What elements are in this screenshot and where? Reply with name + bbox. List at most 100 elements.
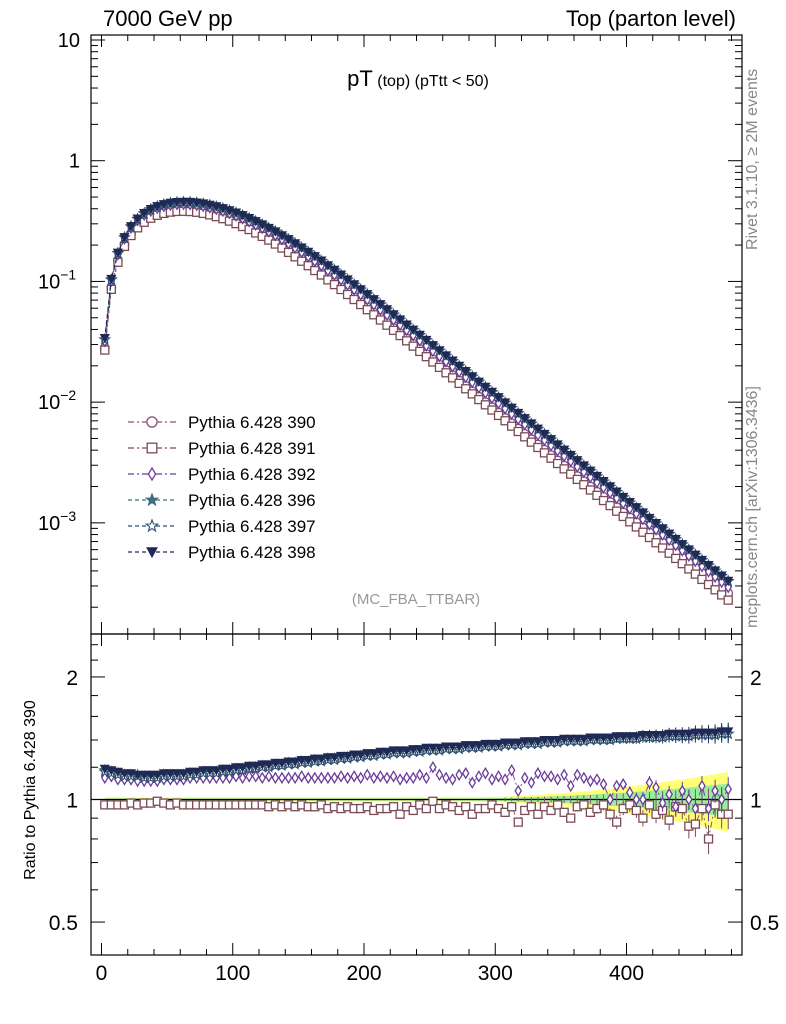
ratio-point (237, 763, 248, 773)
data-point (552, 458, 563, 469)
ratio-point (566, 779, 575, 793)
data-point (677, 559, 687, 569)
ratio-series-3 (101, 761, 732, 822)
data-point (552, 440, 563, 450)
ratio-y-tick-label: 1 (66, 790, 78, 813)
ratio-point (211, 766, 222, 776)
ratio-point (416, 768, 424, 782)
ratio-y-axis-label: Ratio to Pythia 6.428 390 (22, 700, 39, 880)
data-point (513, 408, 524, 419)
ratio-point (533, 809, 543, 819)
ratio-point (350, 770, 358, 783)
energy-label: 7000 GeV pp (103, 6, 233, 31)
series-6 (99, 197, 734, 587)
ratio-point (278, 771, 286, 785)
legend-entry: Pythia 6.428 392 (128, 465, 316, 484)
ratio-point (184, 767, 196, 778)
data-point (322, 261, 334, 271)
ratio-point (540, 770, 549, 783)
ratio-point (204, 766, 215, 776)
ratio-point (330, 771, 339, 785)
ratio-point (473, 741, 484, 751)
data-point (440, 351, 452, 361)
data-point (585, 485, 596, 495)
ratio-point (291, 771, 299, 785)
ratio-point (401, 746, 412, 756)
ratio-point (711, 784, 719, 798)
ratio-point (408, 745, 419, 755)
ratio-point (665, 788, 673, 801)
ratio-point (553, 773, 562, 786)
data-point (467, 389, 477, 399)
ratio-point (435, 768, 444, 782)
data-point (591, 471, 603, 482)
ratio-point (376, 770, 385, 783)
ratio-point (158, 769, 169, 779)
data-point (230, 208, 242, 218)
data-point (191, 198, 202, 208)
data-point (624, 497, 635, 508)
data-point (99, 333, 110, 344)
ratio-point (618, 732, 629, 742)
data-point (375, 300, 386, 310)
data-point (684, 564, 694, 574)
data-point (526, 437, 536, 447)
data-point (716, 571, 727, 581)
ratio-point (593, 773, 601, 786)
data-point (625, 517, 635, 527)
ratio-point (547, 770, 555, 783)
data-point (139, 208, 150, 219)
ratio-point (494, 770, 503, 783)
ratio-point (578, 734, 589, 745)
ratio-point (370, 771, 378, 785)
ratio-point (519, 737, 530, 747)
data-point (171, 197, 183, 208)
ratio-point (685, 793, 693, 806)
ratio-point (335, 751, 347, 762)
ratio-point (677, 729, 688, 740)
ratio-point (178, 769, 189, 779)
data-point (414, 330, 425, 340)
data-point (178, 197, 189, 208)
data-point (434, 362, 445, 373)
ratio-point (284, 771, 293, 785)
data-point (480, 382, 491, 393)
ratio-series-2 (100, 792, 733, 855)
ratio-point (501, 773, 509, 786)
data-point (507, 421, 517, 431)
ratio-point (322, 753, 334, 763)
data-point (526, 419, 537, 429)
ratio-point (454, 742, 465, 752)
ratio-point (245, 770, 253, 783)
ratio-point (698, 779, 706, 793)
data-point (533, 442, 543, 453)
data-point (506, 403, 517, 413)
data-point (578, 461, 589, 471)
ratio-point (271, 771, 280, 785)
data-point (717, 590, 727, 600)
y-tick-label: 10−2 (38, 387, 76, 414)
data-point (474, 394, 484, 405)
ratio-point (526, 737, 537, 747)
ratio-point (717, 793, 726, 806)
ratio-point (395, 809, 405, 819)
data-point (572, 456, 583, 466)
data-point (125, 222, 137, 232)
ratio-point (409, 771, 417, 785)
data-point (316, 256, 327, 266)
data-point (421, 352, 431, 362)
data-point (454, 378, 464, 389)
data-point (381, 305, 393, 315)
data-point (394, 315, 406, 325)
data-point (664, 548, 674, 558)
ratio-point (534, 767, 542, 780)
y-tick-label: 10−1 (38, 266, 76, 293)
data-point (651, 538, 661, 548)
legend: Pythia 6.428 390 Pythia 6.428 391 Pythia 6… (128, 413, 316, 562)
data-point (132, 214, 143, 224)
data-point (539, 448, 550, 458)
ratio-point (421, 803, 431, 814)
ratio-point (402, 771, 411, 785)
data-point (545, 435, 557, 445)
ratio-y-tick-label-right: 2 (750, 667, 762, 690)
